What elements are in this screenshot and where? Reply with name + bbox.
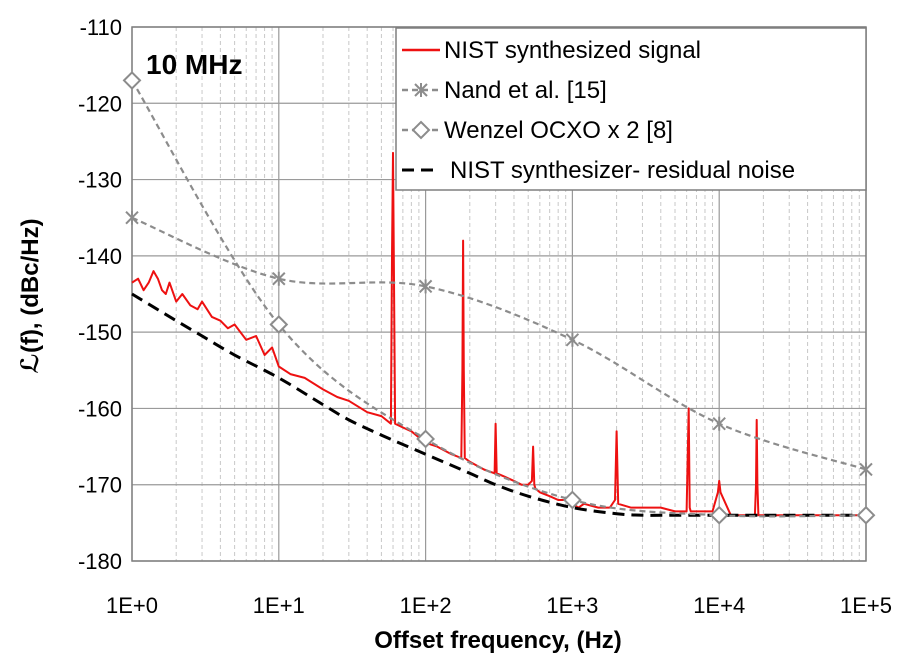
data-point-diamond — [122, 70, 142, 90]
legend-marker-asterisk — [414, 83, 428, 97]
data-point-asterisk — [565, 332, 580, 347]
data-point-diamond — [856, 505, 876, 525]
series-line-nist-synthesized-signal — [131, 151, 866, 517]
series-line-nand-et-al-15 — [131, 216, 867, 471]
data-point-diamond — [709, 505, 729, 525]
legend-label-wenzel: Wenzel OCXO x 2 [8] — [444, 117, 673, 144]
y-tick-label: -110 — [80, 15, 122, 40]
data-point-asterisk — [712, 416, 726, 431]
legend-label-residual: NIST synthesizer- residual noise — [450, 157, 795, 184]
y-tick-label: -170 — [78, 473, 122, 498]
y-tick-labels: -110 -120 -130 -140 -150 -160 -170 -180 — [78, 15, 122, 574]
series-line-wenzel-ocxo-x-2-8 — [131, 79, 867, 518]
data-point-asterisk — [418, 279, 433, 294]
legend-label-nist-signal: NIST synthesized signal — [444, 37, 701, 64]
y-tick-label: -120 — [78, 91, 122, 116]
y-tick-label: -130 — [78, 168, 122, 193]
x-tick-label: 1E+3 — [546, 593, 598, 618]
data-point-diamond — [269, 315, 289, 334]
y-axis-title: ℒ(f), (dBc/Hz) — [17, 218, 44, 373]
y-tick-label: -140 — [78, 244, 122, 269]
y-tick-label: -180 — [78, 549, 122, 574]
y-tick-label: -150 — [78, 320, 122, 345]
legend: NIST synthesized signal Nand et al. [15]… — [395, 27, 867, 191]
y-tick-label: -160 — [78, 396, 122, 421]
legend-marker-diamond — [411, 120, 431, 140]
data-point-diamond — [562, 490, 582, 510]
x-tick-label: 1E+1 — [253, 593, 305, 618]
legend-box — [395, 27, 867, 191]
frequency-annotation: 10 MHz — [146, 49, 242, 80]
x-tick-labels: 1E+0 1E+1 1E+2 1E+3 1E+4 1E+5 — [106, 593, 892, 618]
series-layer — [122, 70, 876, 525]
legend-label-nand: Nand et al. [15] — [444, 77, 607, 104]
x-tick-label: 1E+0 — [106, 593, 158, 618]
data-point-diamond — [416, 429, 436, 449]
x-tick-label: 1E+4 — [693, 593, 745, 618]
data-point-asterisk — [859, 462, 873, 477]
data-point-asterisk — [125, 210, 139, 225]
x-tick-label: 1E+5 — [840, 593, 892, 618]
x-axis-title: Offset frequency, (Hz) — [374, 627, 622, 654]
data-point-asterisk — [272, 271, 286, 286]
x-tick-label: 1E+2 — [400, 593, 452, 618]
